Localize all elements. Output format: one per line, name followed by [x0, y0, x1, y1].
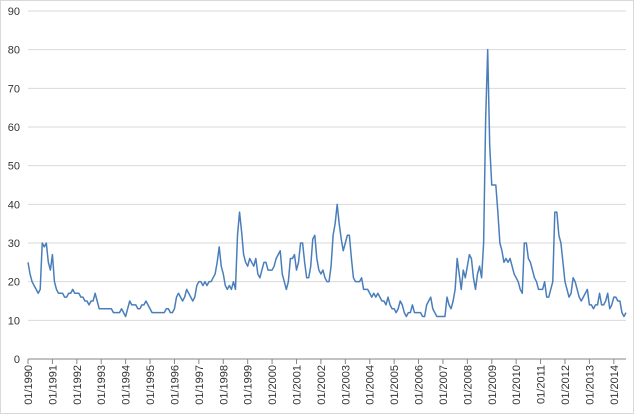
x-tick-label: 01/2006: [414, 365, 426, 405]
x-tick-label: 01/2001: [291, 365, 303, 405]
x-tick-label: 01/2004: [365, 365, 377, 405]
x-tick-label: 01/1997: [194, 365, 206, 405]
data-line: [27, 48, 627, 318]
y-tick-label: 70: [8, 83, 20, 95]
y-tick-label: 60: [8, 122, 20, 134]
x-tick-label: 01/1992: [72, 365, 84, 405]
x-tick-label: 01/2009: [487, 365, 499, 405]
y-tick-label: 30: [8, 238, 20, 250]
x-tick-label: 01/1995: [145, 365, 157, 405]
y-tick-label: 50: [8, 161, 20, 173]
x-tick-label: 01/2011: [536, 365, 548, 404]
x-tick-label: 01/2013: [584, 365, 596, 405]
x-tick-label: 01/1999: [243, 365, 255, 405]
x-tick-label: 01/2007: [438, 365, 450, 405]
y-tick-label: 20: [8, 277, 20, 289]
x-tick-label: 01/2014: [609, 365, 621, 405]
x-tick-label: 01/2003: [340, 365, 352, 405]
x-tick-label: 01/2002: [316, 365, 328, 405]
x-tick-label: 01/1990: [23, 365, 35, 405]
y-tick-label: 90: [8, 6, 20, 18]
x-tick-label: 01/2008: [462, 365, 474, 405]
x-tick-label: 01/1991: [47, 365, 59, 405]
y-tick-label: 40: [8, 199, 20, 211]
y-tick-label: 80: [8, 45, 20, 57]
x-tick-label: 01/2000: [267, 365, 279, 405]
x-tick-label: 01/2012: [560, 365, 572, 405]
y-tick-label: 0: [14, 354, 20, 366]
x-tick-label: 01/1996: [169, 365, 181, 405]
x-tick-label: 01/2005: [389, 365, 401, 405]
x-tick-label: 01/1998: [218, 365, 230, 405]
x-tick-label: 01/1994: [121, 365, 133, 405]
y-tick-label: 10: [8, 315, 20, 327]
x-tick-label: 01/1993: [96, 365, 108, 405]
x-tick-label: 01/2010: [511, 365, 523, 405]
